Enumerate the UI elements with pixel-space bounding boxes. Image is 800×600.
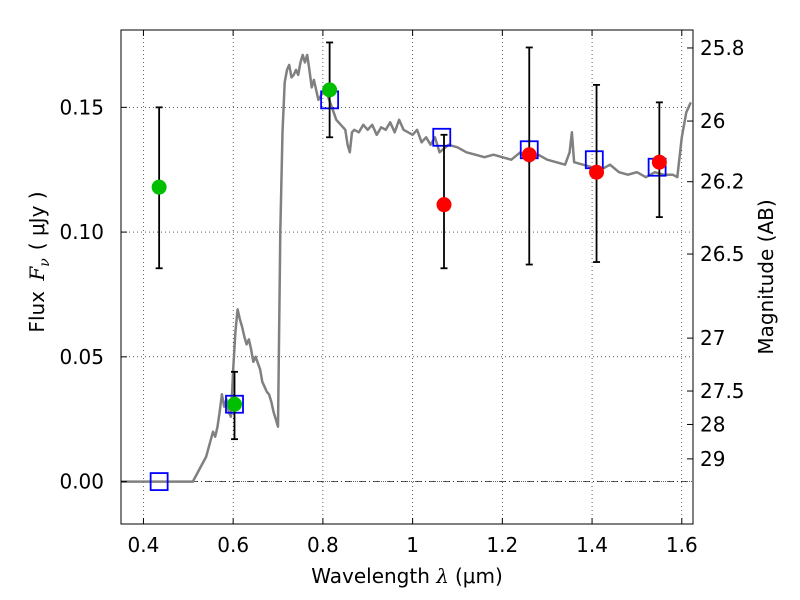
mag-tick-label: 26.5 <box>700 242 745 266</box>
photometry-point <box>322 82 338 98</box>
photometry-point <box>151 179 167 195</box>
y-tick-label: 0.10 <box>59 220 104 244</box>
mag-tick-label: 29 <box>700 447 725 471</box>
y2-axis-label: Magnitude (AB) <box>754 199 778 354</box>
x-tick-label: 1.2 <box>486 533 518 557</box>
photometry-point <box>521 147 537 163</box>
y-axis-label: Flux Fν( μJy ) <box>25 191 53 332</box>
mag-tick-label: 27 <box>700 326 725 350</box>
y-tick-label: 0.00 <box>59 470 104 494</box>
x-tick-label: 1.6 <box>666 533 698 557</box>
y-tick-label: 0.15 <box>59 95 104 119</box>
x-tick-label: 0.8 <box>307 533 339 557</box>
model-square-marker <box>432 127 452 147</box>
x-tick-label: 1 <box>406 533 419 557</box>
plot-frame <box>120 29 694 525</box>
photometry-point <box>589 164 605 180</box>
photometry-point <box>651 154 667 170</box>
mag-tick-label: 28 <box>700 412 725 436</box>
model-square-marker <box>149 472 169 491</box>
x-tick-label: 0.6 <box>217 533 249 557</box>
photometry-point <box>227 396 243 412</box>
mag-tick-label: 26 <box>700 109 725 133</box>
sed-model-line <box>121 53 692 483</box>
tick-layer: 0.4 0.6 0.8 1 1.2 1.4 1.6 0.00 0.05 0.10 0.15 25.8 2… <box>59 30 745 557</box>
data-layer <box>121 41 692 491</box>
mag-tick-label: 27.5 <box>700 379 745 403</box>
photometry-point <box>436 197 452 213</box>
mag-tick-label: 26.2 <box>700 170 745 194</box>
mag-tick-label: 25.8 <box>700 36 745 60</box>
x-tick-label: 0.4 <box>128 533 160 557</box>
x-axis-label: Wavelength λ (μm) <box>311 564 503 588</box>
y-tick-label: 0.05 <box>59 345 104 369</box>
x-tick-label: 1.4 <box>576 533 608 557</box>
